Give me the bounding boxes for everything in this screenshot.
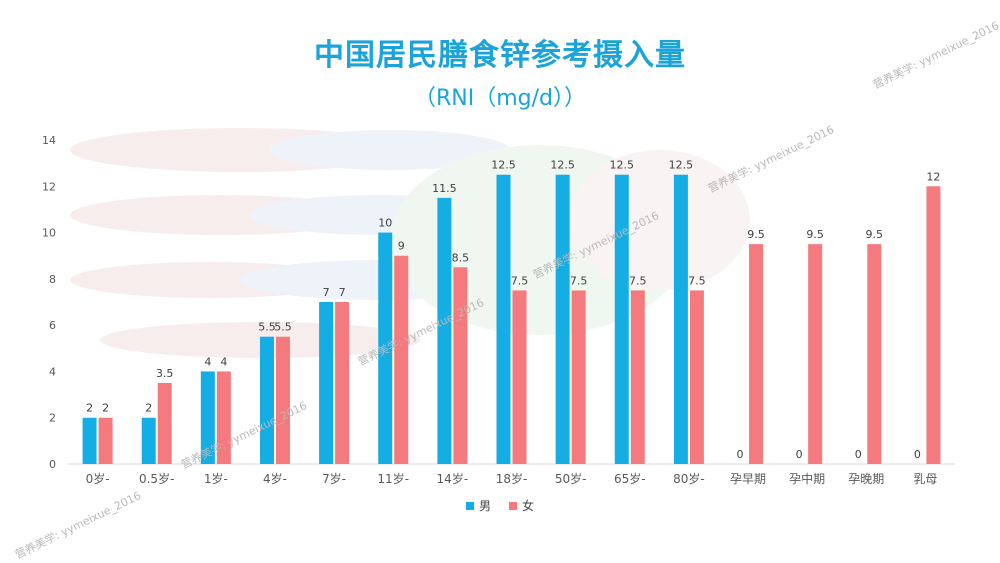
bar-female bbox=[926, 186, 941, 465]
x-tick-label: 14岁- bbox=[437, 471, 469, 486]
data-label: 9 bbox=[398, 240, 405, 253]
legend-swatch-male bbox=[465, 501, 474, 510]
y-tick-label: 10 bbox=[42, 227, 56, 240]
bar-male bbox=[437, 197, 452, 464]
x-tick-label: 18岁- bbox=[496, 471, 528, 486]
x-tick-label: 65岁- bbox=[614, 471, 646, 486]
legend-label-male: 男 bbox=[478, 499, 491, 513]
data-label: 7.5 bbox=[511, 274, 529, 287]
x-tick-label: 4岁- bbox=[263, 471, 287, 486]
bar-male bbox=[673, 174, 688, 464]
data-label: 12.5 bbox=[669, 159, 694, 172]
x-tick-label: 11岁- bbox=[377, 471, 409, 486]
bar-female bbox=[275, 336, 290, 464]
bar-female bbox=[867, 244, 882, 464]
x-tick-label: 80岁- bbox=[673, 471, 705, 486]
bar-female bbox=[512, 290, 527, 464]
data-label: 7.5 bbox=[688, 274, 706, 287]
bar-female bbox=[335, 302, 350, 464]
bar-male bbox=[200, 371, 215, 464]
bar-female bbox=[749, 244, 764, 464]
chart-legend: 男 女 bbox=[0, 497, 1000, 514]
legend-label-female: 女 bbox=[522, 499, 535, 513]
data-label: 9.5 bbox=[806, 228, 824, 241]
bar-female bbox=[808, 244, 823, 464]
data-label: 12 bbox=[926, 170, 940, 183]
bar-male bbox=[141, 417, 156, 464]
bar-male bbox=[319, 302, 334, 464]
bar-female bbox=[630, 290, 645, 464]
x-tick-label: 50岁- bbox=[555, 471, 587, 486]
bar-female bbox=[453, 267, 468, 464]
legend-swatch-female bbox=[509, 501, 517, 510]
data-label: 7.5 bbox=[570, 274, 588, 287]
legend-item-female: 女 bbox=[509, 497, 534, 514]
data-label: 7.5 bbox=[629, 274, 647, 287]
bar-female bbox=[216, 371, 231, 464]
data-label: 5.5 bbox=[258, 321, 276, 334]
data-label: 7 bbox=[339, 286, 346, 299]
bar-male bbox=[259, 336, 274, 464]
x-tick-label: 0.5岁- bbox=[139, 471, 174, 486]
x-tick-label: 孕早期 bbox=[730, 472, 766, 486]
x-tick-label: 孕中期 bbox=[789, 471, 825, 486]
data-label: 12.5 bbox=[491, 159, 516, 172]
chart-title: 中国居民膳食锌参考摄入量 bbox=[314, 38, 686, 73]
data-label: 0 bbox=[855, 448, 862, 461]
bar-male bbox=[614, 174, 629, 464]
data-label: 7 bbox=[323, 286, 330, 299]
x-tick-label: 7岁- bbox=[322, 471, 346, 486]
data-label: 4 bbox=[204, 355, 211, 368]
y-tick-label: 4 bbox=[49, 365, 56, 378]
data-label: 2 bbox=[102, 402, 109, 415]
data-label: 4 bbox=[220, 355, 227, 368]
bar-female bbox=[98, 417, 113, 464]
y-tick-label: 0 bbox=[49, 458, 56, 471]
bar-male bbox=[496, 174, 511, 464]
bar-male bbox=[82, 417, 97, 464]
x-tick-label: 乳母 bbox=[913, 472, 937, 486]
y-tick-label: 8 bbox=[49, 273, 56, 286]
bar-female bbox=[394, 255, 409, 464]
data-label: 12.5 bbox=[550, 159, 575, 172]
y-tick-label: 14 bbox=[42, 134, 56, 147]
data-label: 0 bbox=[737, 448, 744, 461]
data-label: 2 bbox=[145, 402, 152, 415]
x-tick-label: 0岁- bbox=[86, 471, 110, 486]
bar-female bbox=[689, 290, 704, 464]
data-label: 0 bbox=[796, 448, 803, 461]
y-tick-label: 12 bbox=[42, 180, 56, 193]
data-label: 5.5 bbox=[274, 321, 292, 334]
bar-female bbox=[157, 383, 172, 464]
data-label: 9.5 bbox=[747, 228, 765, 241]
data-label: 2 bbox=[86, 402, 93, 415]
y-tick-label: 6 bbox=[49, 319, 56, 332]
data-label: 10 bbox=[378, 217, 392, 230]
bar-female bbox=[571, 290, 586, 464]
x-tick-label: 1岁- bbox=[204, 471, 228, 486]
y-tick-label: 2 bbox=[49, 412, 56, 425]
data-label: 11.5 bbox=[432, 182, 457, 195]
data-label: 0 bbox=[914, 448, 921, 461]
data-label: 8.5 bbox=[452, 251, 470, 264]
bar-male bbox=[555, 174, 570, 464]
x-tick-label: 孕晚期 bbox=[848, 472, 884, 486]
chart-subtitle: （RNI（mg/d）） bbox=[413, 86, 586, 111]
data-label: 3.5 bbox=[156, 367, 174, 380]
data-label: 12.5 bbox=[610, 159, 635, 172]
data-label: 9.5 bbox=[866, 228, 884, 241]
legend-item-male: 男 bbox=[465, 497, 491, 514]
bar-male bbox=[378, 232, 393, 464]
